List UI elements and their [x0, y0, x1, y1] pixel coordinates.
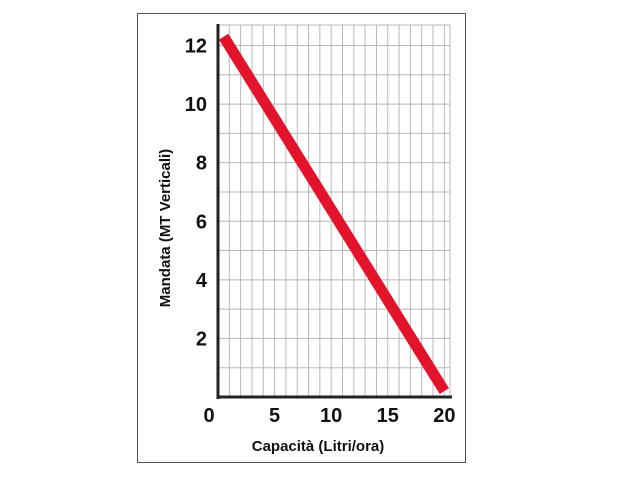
y-tick-label: 8: [196, 153, 207, 175]
x-tick-labels: 0 5 10 15 20: [203, 405, 455, 427]
y-tick-label: 2: [196, 328, 207, 350]
series-layer: [218, 33, 450, 395]
x-tick-label: 15: [377, 405, 399, 427]
x-tick-label: 0: [203, 405, 214, 427]
y-tick-labels: 2 4 6 8 10 12: [185, 36, 208, 351]
axes: [216, 24, 452, 399]
x-tick-label: 20: [433, 405, 455, 427]
y-tick-label: 6: [196, 211, 207, 233]
y-tick-label: 4: [196, 270, 208, 292]
y-tick-label: 12: [185, 36, 207, 58]
y-tick-label: 10: [185, 94, 207, 116]
x-tick-label: 10: [320, 405, 342, 427]
series-line: [218, 33, 450, 395]
x-axis-label: Capacità (Litri/ora): [252, 438, 385, 455]
x-tick-label: 5: [269, 405, 280, 427]
chart-frame: [137, 13, 466, 463]
y-axis-label: Mandata (MT Verticali): [157, 149, 174, 307]
